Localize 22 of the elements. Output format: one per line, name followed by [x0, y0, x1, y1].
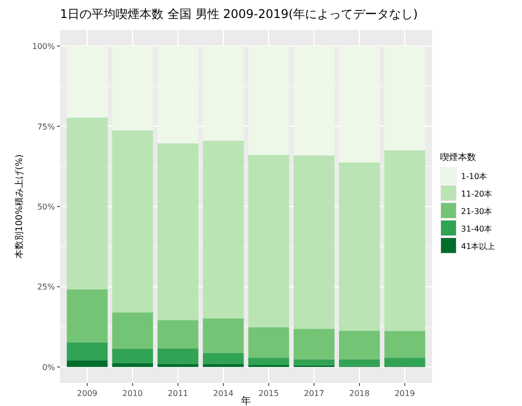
legend-label: 41本以上 — [461, 242, 496, 251]
y-tick-label: 50% — [37, 202, 56, 212]
legend-title: 喫煙本数 — [440, 152, 476, 163]
x-tick-label: 2011 — [168, 389, 188, 398]
x-tick-label: 2010 — [122, 389, 143, 398]
y-axis-title: 本数別100%積み上げ(%) — [14, 154, 25, 259]
legend-label: 11-20本 — [461, 190, 492, 198]
y-tick-label: 25% — [37, 282, 56, 292]
x-tick-label: 2015 — [258, 389, 279, 398]
x-tick-label: 2017 — [304, 389, 324, 398]
y-tick-label: 75% — [37, 122, 56, 132]
x-tick-label: 2014 — [213, 389, 234, 398]
legend-label: 21-30本 — [461, 207, 492, 216]
x-axis-title: 年 — [241, 395, 251, 406]
x-tick-label: 2019 — [394, 389, 415, 398]
y-tick-label: 0% — [42, 362, 56, 372]
chart-title: 1日の平均喫煙本数 全国 男性 2009-2019(年によってデータなし) — [60, 7, 418, 21]
legend-label: 31-40本 — [461, 224, 492, 234]
y-tick-label: 100% — [32, 42, 56, 52]
legend-label: 1-10本 — [461, 172, 488, 181]
x-tick-label: 2018 — [349, 389, 370, 398]
x-tick-label: 2009 — [77, 389, 98, 398]
